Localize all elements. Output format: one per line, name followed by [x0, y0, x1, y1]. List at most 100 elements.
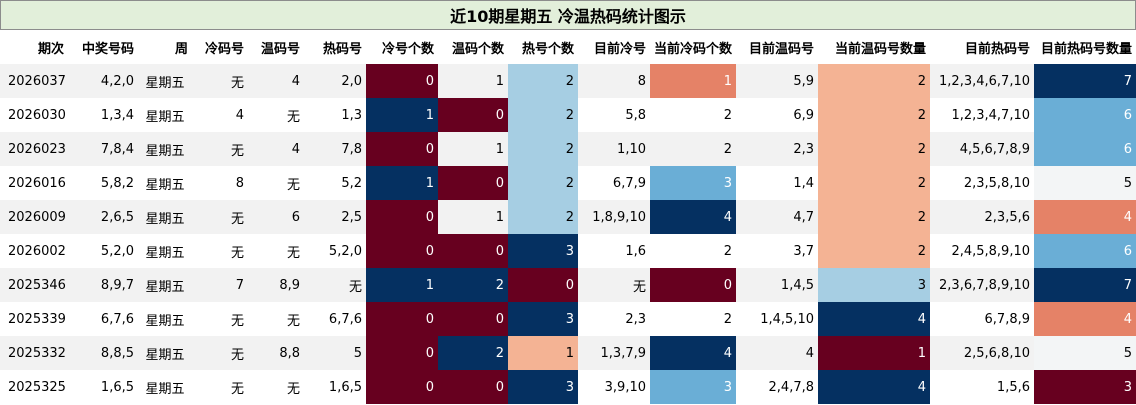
cell-current-cold: 6,7,9	[612, 175, 646, 191]
table-row: 2026016 5,8,2 星期五 8 无 5,2 1 0 2 6,7,9 3 1,4 2 2,3,5,8…	[0, 166, 1136, 200]
cell-cold-numbers: 无	[192, 132, 248, 166]
cell-weekday: 星期五	[145, 177, 185, 193]
cell-winning-numbers: 5,8,2	[100, 175, 134, 191]
cell-hot-numbers: 无	[304, 268, 366, 302]
cell-hot-count: 2	[508, 98, 578, 132]
cell-weekday: 星期五	[145, 313, 185, 329]
cell-current-hot: 1,2,3,4,7,10	[951, 107, 1030, 123]
table-row: 2025325 1,6,5 星期五无无 1,6,5 0 0 3 3,9,10 3 2,4,7,8 4…	[0, 370, 1136, 404]
cell-period: 2025325	[8, 379, 66, 395]
cell-current-warm-count: 2	[818, 234, 930, 268]
cell-current-hot: 2,4,5,8,9,10	[951, 243, 1030, 259]
cell-winning-numbers: 5,2,0	[100, 243, 134, 259]
chart-title: 近10期星期五 冷温热码统计图示	[0, 0, 1136, 30]
cell-current-warm-count: 2	[818, 132, 930, 166]
cell-current-hot: 1,5,6	[996, 379, 1030, 395]
cell-current-hot-count: 5	[1034, 336, 1136, 370]
cell-hot-count: 3	[508, 370, 578, 404]
cell-warm-numbers: 8,9	[248, 268, 304, 302]
cell-winning-numbers: 2,6,5	[68, 200, 138, 234]
cell-hot-numbers: 7,8	[304, 132, 366, 166]
cell-current-warm-count: 3	[818, 268, 930, 302]
cell-current-hot-count: 4	[1034, 302, 1136, 336]
cell-current-cold-count: 2	[723, 107, 732, 123]
cell-current-warm: 5,9	[736, 64, 818, 98]
cell-current-warm-count: 2	[818, 166, 930, 200]
cell-period: 2025346	[0, 268, 68, 302]
cell-hot-numbers: 6,7,6	[328, 311, 362, 327]
cell-current-cold-count: 1	[650, 64, 736, 98]
table-body: 2026037 4,2,0 星期五无 4 2,0 0 1 2 8 1 5,9 2 1,2,3,4,6,7…	[0, 64, 1136, 404]
cell-warm-count: 0	[438, 370, 508, 404]
cell-cold-count: 0	[366, 370, 438, 404]
cell-cold-numbers: 7	[192, 268, 248, 302]
cell-cold-numbers: 无	[192, 200, 248, 234]
cell-weekday: 星期五	[138, 132, 192, 166]
cell-cold-count: 1	[366, 166, 438, 200]
cell-current-warm: 1,4	[793, 175, 814, 191]
cell-current-hot-count: 5	[1034, 166, 1136, 200]
cell-hot-count: 3	[508, 234, 578, 268]
cell-weekday: 星期五	[145, 381, 185, 397]
cell-cold-count: 1	[366, 268, 438, 302]
cell-current-hot-count: 4	[1034, 200, 1136, 234]
cell-current-warm-count: 2	[818, 200, 930, 234]
cell-warm-numbers: 6	[248, 200, 304, 234]
cell-current-hot-count: 7	[1034, 268, 1136, 302]
cell-current-cold-count: 2	[723, 311, 732, 327]
cell-current-warm: 3,7	[793, 243, 814, 259]
header-hot-numbers: 热码号	[304, 30, 366, 64]
cell-current-warm-count: 4	[818, 370, 930, 404]
cell-current-cold-count: 2	[723, 243, 732, 259]
cell-current-cold: 8	[578, 64, 650, 98]
cell-warm-numbers: 无	[286, 313, 300, 329]
cell-weekday: 星期五	[138, 336, 192, 370]
cell-current-warm: 4,7	[736, 200, 818, 234]
table-row: 2026023 7,8,4 星期五无 4 7,8 0 1 2 1,10 2 2,3 2 4,5,6,7,…	[0, 132, 1136, 166]
cell-weekday: 星期五	[145, 109, 185, 125]
cell-current-cold-count: 2	[650, 132, 736, 166]
cell-current-cold-count: 0	[650, 268, 736, 302]
cell-hot-numbers: 1,3	[341, 107, 362, 123]
cell-current-cold: 无	[578, 268, 650, 302]
cell-hot-numbers: 5,2	[341, 175, 362, 191]
cell-warm-count: 0	[438, 302, 508, 336]
cell-current-cold: 1,3,7,9	[578, 336, 650, 370]
header-current-hot-count: 目前热码号数量	[1034, 30, 1136, 64]
table-row: 2025332 8,8,5 星期五无 8,8 5 0 2 1 1,3,7,9 4 4 1 2,5,6,8…	[0, 336, 1136, 370]
cell-hot-count: 1	[508, 336, 578, 370]
cell-hot-count: 3	[508, 302, 578, 336]
cell-period: 2026009	[0, 200, 68, 234]
cell-warm-count: 0	[438, 98, 508, 132]
cell-current-warm: 6,9	[793, 107, 814, 123]
header-current-warm-count: 当前温码号数量	[818, 30, 930, 64]
cell-hot-count: 2	[508, 200, 578, 234]
cell-current-hot: 1,2,3,4,6,7,10	[930, 64, 1034, 98]
cell-current-warm-count: 4	[818, 302, 930, 336]
cell-current-warm-count: 2	[818, 98, 930, 132]
table-row: 2026030 1,3,4 星期五 4 无 1,3 1 0 2 5,8 2 6,9 2 1,2,3,4,7…	[0, 98, 1136, 132]
cell-winning-numbers: 1,3,4	[100, 107, 134, 123]
cell-period: 2026016	[8, 175, 66, 191]
cell-current-cold-count: 4	[650, 336, 736, 370]
cell-warm-count: 2	[438, 268, 508, 302]
cell-current-hot-count: 7	[1034, 64, 1136, 98]
cell-current-cold: 3,9,10	[604, 379, 646, 395]
header-warm-numbers: 温码号	[248, 30, 304, 64]
cell-warm-count: 1	[438, 200, 508, 234]
cell-current-warm: 1,4,5,10	[760, 311, 814, 327]
cell-winning-numbers: 1,6,5	[100, 379, 134, 395]
header-period: 期次	[0, 30, 68, 64]
cell-cold-numbers: 无	[192, 64, 248, 98]
cell-warm-numbers: 无	[286, 109, 300, 125]
cell-cold-count: 1	[366, 98, 438, 132]
cell-warm-numbers: 4	[248, 132, 304, 166]
cell-current-hot-count: 6	[1034, 132, 1136, 166]
cell-warm-numbers: 4	[248, 64, 304, 98]
cell-warm-numbers: 无	[286, 177, 300, 193]
cell-warm-numbers: 无	[286, 245, 300, 261]
cell-current-hot-count: 3	[1034, 370, 1136, 404]
cell-current-hot: 6,7,8,9	[984, 311, 1030, 327]
cell-cold-count: 0	[366, 302, 438, 336]
cell-winning-numbers: 7,8,4	[68, 132, 138, 166]
